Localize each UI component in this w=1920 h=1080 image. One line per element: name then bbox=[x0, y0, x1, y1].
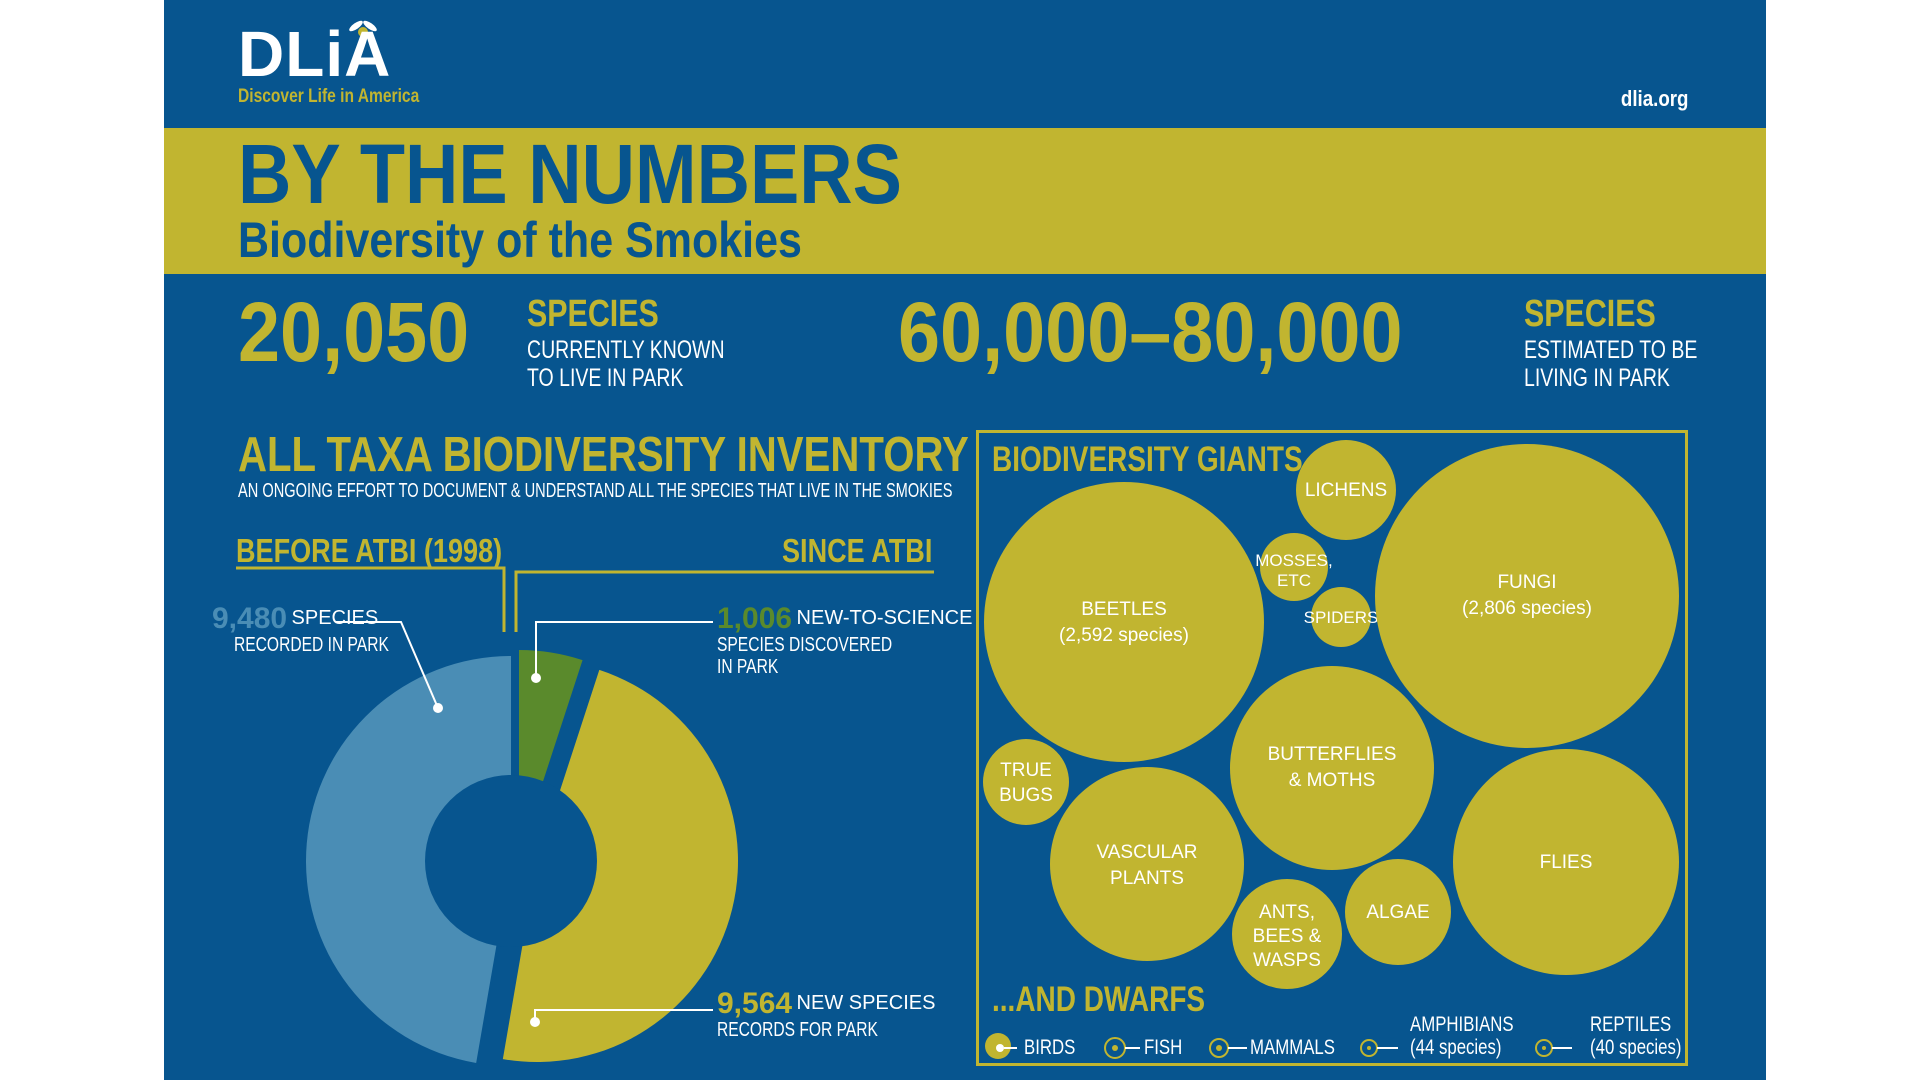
estimated-species-word: SPECIES bbox=[1524, 293, 1656, 335]
recorded-number: 9,480 bbox=[212, 602, 288, 635]
bubble-butterflies-line1: BUTTERFLIES bbox=[1268, 744, 1397, 765]
new-to-science-line1: NEW-TO-SCIENCE bbox=[796, 607, 973, 629]
bubble-beetles-line2: (2,592 species) bbox=[1059, 625, 1189, 646]
bubble-mosses-line1: MOSSES, bbox=[1255, 551, 1332, 570]
recorded-line2: RECORDED IN PARK bbox=[234, 634, 389, 656]
infographic-poster: DLiA Discover Life in America dlia.org B… bbox=[164, 0, 1766, 1080]
new-to-science-connector bbox=[535, 621, 713, 678]
annotation-new-to-science: 1,006 NEW-TO-SCIENCE SPECIES DISCOVERED … bbox=[717, 602, 973, 679]
known-species-number: 20,050 bbox=[238, 285, 470, 379]
giants-bubble-chart: BEETLES (2,592 species) LICHENS MOSSES, … bbox=[983, 440, 1679, 1059]
estimated-species-number: 60,000–80,000 bbox=[898, 285, 1403, 379]
annotation-new-records: 9,564 NEW SPECIES RECORDS FOR PARK bbox=[717, 987, 936, 1042]
known-species-word: SPECIES bbox=[527, 293, 659, 335]
bubble-mosses-line2: ETC bbox=[1277, 571, 1311, 590]
bubble-butterflies: BUTTERFLIES & MOTHS bbox=[1230, 666, 1434, 870]
main-title: BY THE NUMBERS bbox=[238, 127, 902, 221]
bubble-algae: ALGAE bbox=[1345, 859, 1451, 965]
before-atbi-label: BEFORE ATBI (1998) bbox=[236, 532, 503, 569]
dwarf-count-reptiles: (40 species) bbox=[1590, 1036, 1682, 1059]
bubble-butterflies-line2: & MOTHS bbox=[1289, 770, 1376, 791]
since-atbi-label: SINCE ATBI bbox=[781, 532, 932, 569]
donut-slice-2 bbox=[502, 669, 738, 1062]
new-records-connector-dot bbox=[530, 1017, 540, 1027]
new-to-science-line3: IN PARK bbox=[717, 656, 779, 678]
bubble-spiders: SPIDERS bbox=[1304, 587, 1379, 647]
annotation-recorded: 9,480 SPECIES RECORDED IN PARK bbox=[212, 602, 433, 657]
bubble-lichens-line1: LICHENS bbox=[1305, 480, 1387, 501]
bubble-ants-line1: ANTS, bbox=[1259, 902, 1315, 923]
recorded-connector-dot bbox=[433, 703, 443, 713]
bubble-lichens: LICHENS bbox=[1296, 440, 1396, 540]
bubble-vascular-plants-line1: VASCULAR bbox=[1096, 842, 1197, 863]
bubble-fungi-line1: FUNGI bbox=[1497, 572, 1556, 593]
dwarf-label-reptiles: REPTILES bbox=[1590, 1013, 1672, 1036]
bubble-ants-line2: BEES & bbox=[1253, 926, 1322, 947]
atbi-donut-chart bbox=[236, 566, 934, 1064]
bubble-spiders-line1: SPIDERS bbox=[1304, 608, 1379, 627]
estimated-species-line1: ESTIMATED TO BE bbox=[1524, 336, 1698, 364]
new-records-line2: RECORDS FOR PARK bbox=[717, 1019, 878, 1041]
bubble-true-bugs: TRUE BUGS bbox=[983, 739, 1069, 825]
known-species-line1: CURRENTLY KNOWN bbox=[527, 336, 725, 364]
new-records-line1: NEW SPECIES bbox=[796, 992, 936, 1014]
logo-mark bbox=[349, 20, 377, 37]
bubble-vascular-plants-line2: PLANTS bbox=[1110, 868, 1184, 889]
inventory-title: ALL TAXA BIODIVERSITY INVENTORY bbox=[238, 428, 969, 482]
dwarf-label-fish: FISH bbox=[1144, 1036, 1183, 1059]
dwarf-count-amphibians: (44 species) bbox=[1410, 1036, 1502, 1059]
bubble-true-bugs-line1: TRUE bbox=[1000, 760, 1052, 781]
logo-tagline: Discover Life in America bbox=[238, 86, 420, 107]
new-to-science-number: 1,006 bbox=[717, 602, 793, 635]
since-bracket-line bbox=[514, 570, 934, 632]
bubble-algae-line1: ALGAE bbox=[1366, 902, 1429, 923]
dwarf-marker-fish bbox=[1104, 1037, 1140, 1059]
dwarf-marker-reptiles bbox=[1535, 1039, 1572, 1057]
new-to-science-line2: SPECIES DISCOVERED bbox=[717, 634, 893, 656]
bubble-ants-line3: WASPS bbox=[1253, 950, 1321, 971]
dwarf-label-mammals: MAMMALS bbox=[1250, 1036, 1335, 1059]
before-bracket-line bbox=[236, 566, 506, 632]
donut-slice-0 bbox=[305, 656, 511, 1064]
bubble-vascular-plants: VASCULAR PLANTS bbox=[1050, 767, 1244, 961]
giants-title: BIODIVERSITY GIANTS bbox=[992, 440, 1303, 479]
new-records-number: 9,564 bbox=[717, 987, 793, 1020]
estimated-species-line2: LIVING IN PARK bbox=[1524, 364, 1670, 392]
bubble-beetles-line1: BEETLES bbox=[1081, 599, 1167, 620]
title-band bbox=[164, 128, 1766, 274]
bubble-fungi: FUNGI (2,806 species) bbox=[1375, 444, 1679, 748]
new-to-science-connector-dot bbox=[531, 673, 541, 683]
site-url[interactable]: dlia.org bbox=[1620, 86, 1688, 111]
inventory-subtitle: AN ONGOING EFFORT TO DOCUMENT & UNDERSTA… bbox=[238, 480, 953, 502]
bubble-true-bugs-line2: BUGS bbox=[999, 785, 1053, 806]
bubble-mosses: MOSSES, ETC bbox=[1255, 533, 1333, 601]
bubble-fungi-line2: (2,806 species) bbox=[1462, 598, 1592, 619]
bubble-beetles: BEETLES (2,592 species) bbox=[984, 482, 1264, 762]
known-species-line2: TO LIVE IN PARK bbox=[527, 364, 684, 392]
dwarf-marker-mammals bbox=[1209, 1038, 1247, 1058]
bubble-flies-line1: FLIES bbox=[1540, 852, 1593, 873]
dwarf-label-amphibians: AMPHIBIANS bbox=[1410, 1013, 1514, 1036]
dwarf-marker-amphibians bbox=[1360, 1039, 1398, 1057]
bubble-flies: FLIES bbox=[1453, 749, 1679, 975]
bubble-ants-bees-wasps: ANTS, BEES & WASPS bbox=[1232, 879, 1342, 989]
dwarf-label-birds: BIRDS bbox=[1024, 1036, 1076, 1059]
sub-title: Biodiversity of the Smokies bbox=[238, 212, 802, 268]
recorded-line1: SPECIES bbox=[291, 607, 379, 629]
donut-hole bbox=[425, 775, 597, 947]
recorded-connector bbox=[336, 621, 439, 709]
giants-panel bbox=[976, 430, 1688, 1066]
dwarf-marker-birds bbox=[985, 1033, 1017, 1059]
logo-text: DLiA bbox=[238, 18, 392, 90]
dwarfs-title: ...AND DWARFS bbox=[992, 980, 1206, 1019]
